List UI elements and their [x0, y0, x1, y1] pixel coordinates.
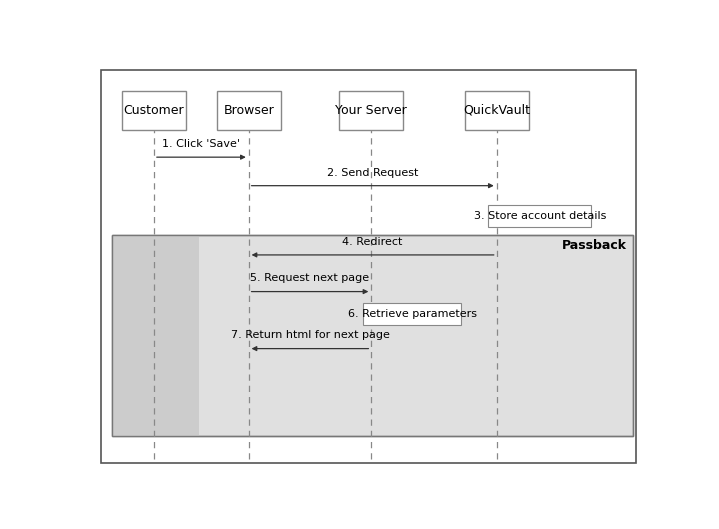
Bar — [339, 91, 403, 130]
Text: 3. Store account details: 3. Store account details — [474, 211, 606, 221]
Text: Browser: Browser — [224, 104, 274, 117]
Text: 6. Retrieve parameters: 6. Retrieve parameters — [348, 309, 477, 319]
Bar — [112, 234, 633, 436]
Text: Passback: Passback — [562, 240, 626, 252]
Bar — [464, 91, 528, 130]
Text: 2. Send Request: 2. Send Request — [327, 168, 418, 178]
Bar — [112, 234, 198, 436]
Bar — [488, 205, 592, 227]
Text: 4. Redirect: 4. Redirect — [342, 237, 403, 247]
Text: 1. Click 'Save': 1. Click 'Save' — [162, 139, 240, 149]
Text: Your Server: Your Server — [335, 104, 407, 117]
Text: QuickVault: QuickVault — [463, 104, 530, 117]
Bar — [216, 91, 280, 130]
Bar — [122, 91, 186, 130]
Text: 5. Request next page: 5. Request next page — [250, 273, 370, 284]
Bar — [364, 303, 461, 325]
Text: Customer: Customer — [124, 104, 184, 117]
Bar — [112, 234, 633, 436]
Text: 7. Return html for next page: 7. Return html for next page — [231, 331, 390, 341]
